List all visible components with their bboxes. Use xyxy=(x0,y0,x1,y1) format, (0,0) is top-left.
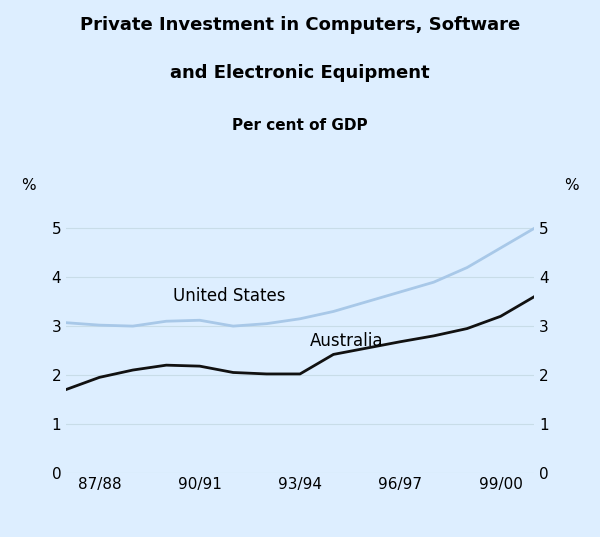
Text: United States: United States xyxy=(173,287,286,304)
Text: %: % xyxy=(564,178,579,193)
Text: and Electronic Equipment: and Electronic Equipment xyxy=(170,64,430,83)
Text: %: % xyxy=(21,178,36,193)
Text: Per cent of GDP: Per cent of GDP xyxy=(232,118,368,133)
Text: Australia: Australia xyxy=(310,332,383,350)
Text: Private Investment in Computers, Software: Private Investment in Computers, Softwar… xyxy=(80,16,520,34)
